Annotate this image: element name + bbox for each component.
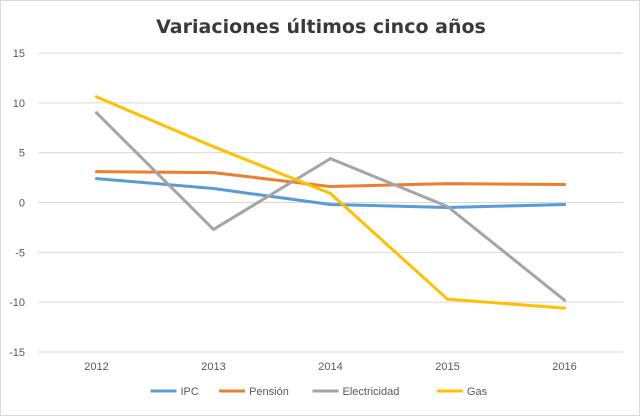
data-point-gas <box>329 192 332 196</box>
legend-item-electricidad: Electricidad <box>312 386 400 398</box>
data-point-gas <box>212 145 215 149</box>
data-point-electricidad <box>446 204 449 208</box>
y-tick-label: -15 <box>9 347 25 359</box>
data-point-ipc <box>95 177 98 181</box>
x-tick-label: 2015 <box>435 361 459 373</box>
data-point-electricidad <box>212 227 215 231</box>
x-axis-ticks: 2012 2013 2014 2015 2016 <box>84 361 576 373</box>
data-point-pension <box>563 183 566 187</box>
data-point-gas <box>563 306 566 310</box>
data-point-pension <box>212 171 215 175</box>
data-point-pension <box>95 170 98 174</box>
data-point-gas <box>446 297 449 301</box>
data-point-electricidad <box>563 298 566 302</box>
y-tick-label: 5 <box>19 148 25 160</box>
legend-label: IPC <box>181 386 199 398</box>
y-tick-label: 0 <box>19 198 25 210</box>
data-point-ipc <box>329 202 332 206</box>
y-tick-label: 10 <box>13 98 25 110</box>
x-tick-label: 2013 <box>201 361 225 373</box>
y-tick-label: -10 <box>9 297 25 309</box>
data-point-pension <box>446 182 449 186</box>
data-point-pension <box>329 185 332 189</box>
x-tick-label: 2014 <box>318 361 342 373</box>
legend-item-pension: Pensión <box>219 386 289 398</box>
data-point-ipc <box>212 187 215 191</box>
data-point-electricidad <box>329 157 332 161</box>
y-tick-label: 15 <box>13 48 25 60</box>
legend: IPC Pensión Electricidad Gas <box>150 386 488 398</box>
legend-label: Pensión <box>249 386 289 398</box>
series-lines <box>95 95 566 310</box>
data-point-gas <box>95 95 98 99</box>
x-tick-label: 2016 <box>552 361 576 373</box>
y-axis-ticks: -15 -10 -5 0 5 10 15 <box>9 48 25 359</box>
y-tick-label: -5 <box>15 247 25 259</box>
data-point-electricidad <box>95 111 98 115</box>
x-tick-label: 2012 <box>84 361 108 373</box>
chart-title: Variaciones últimos cinco años <box>156 16 486 38</box>
legend-label: Gas <box>467 386 488 398</box>
legend-label: Electricidad <box>343 386 400 398</box>
legend-item-gas: Gas <box>436 386 488 398</box>
data-point-ipc <box>563 202 566 206</box>
legend-item-ipc: IPC <box>150 386 199 398</box>
